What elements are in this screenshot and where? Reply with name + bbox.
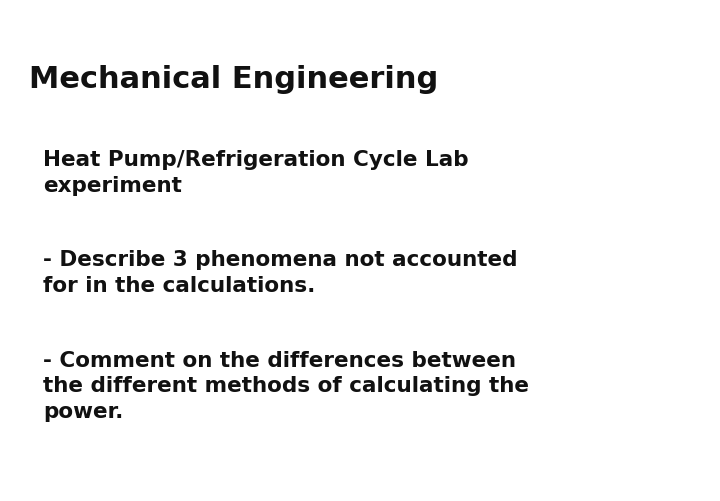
Text: Heat Pump/Refrigeration Cycle Lab
experiment: Heat Pump/Refrigeration Cycle Lab experi…	[43, 150, 469, 196]
Text: - Describe 3 phenomena not accounted
for in the calculations.: - Describe 3 phenomena not accounted for…	[43, 250, 518, 296]
Text: Mechanical Engineering: Mechanical Engineering	[29, 65, 438, 94]
Text: - Comment on the differences between
the different methods of calculating the
po: - Comment on the differences between the…	[43, 351, 529, 422]
